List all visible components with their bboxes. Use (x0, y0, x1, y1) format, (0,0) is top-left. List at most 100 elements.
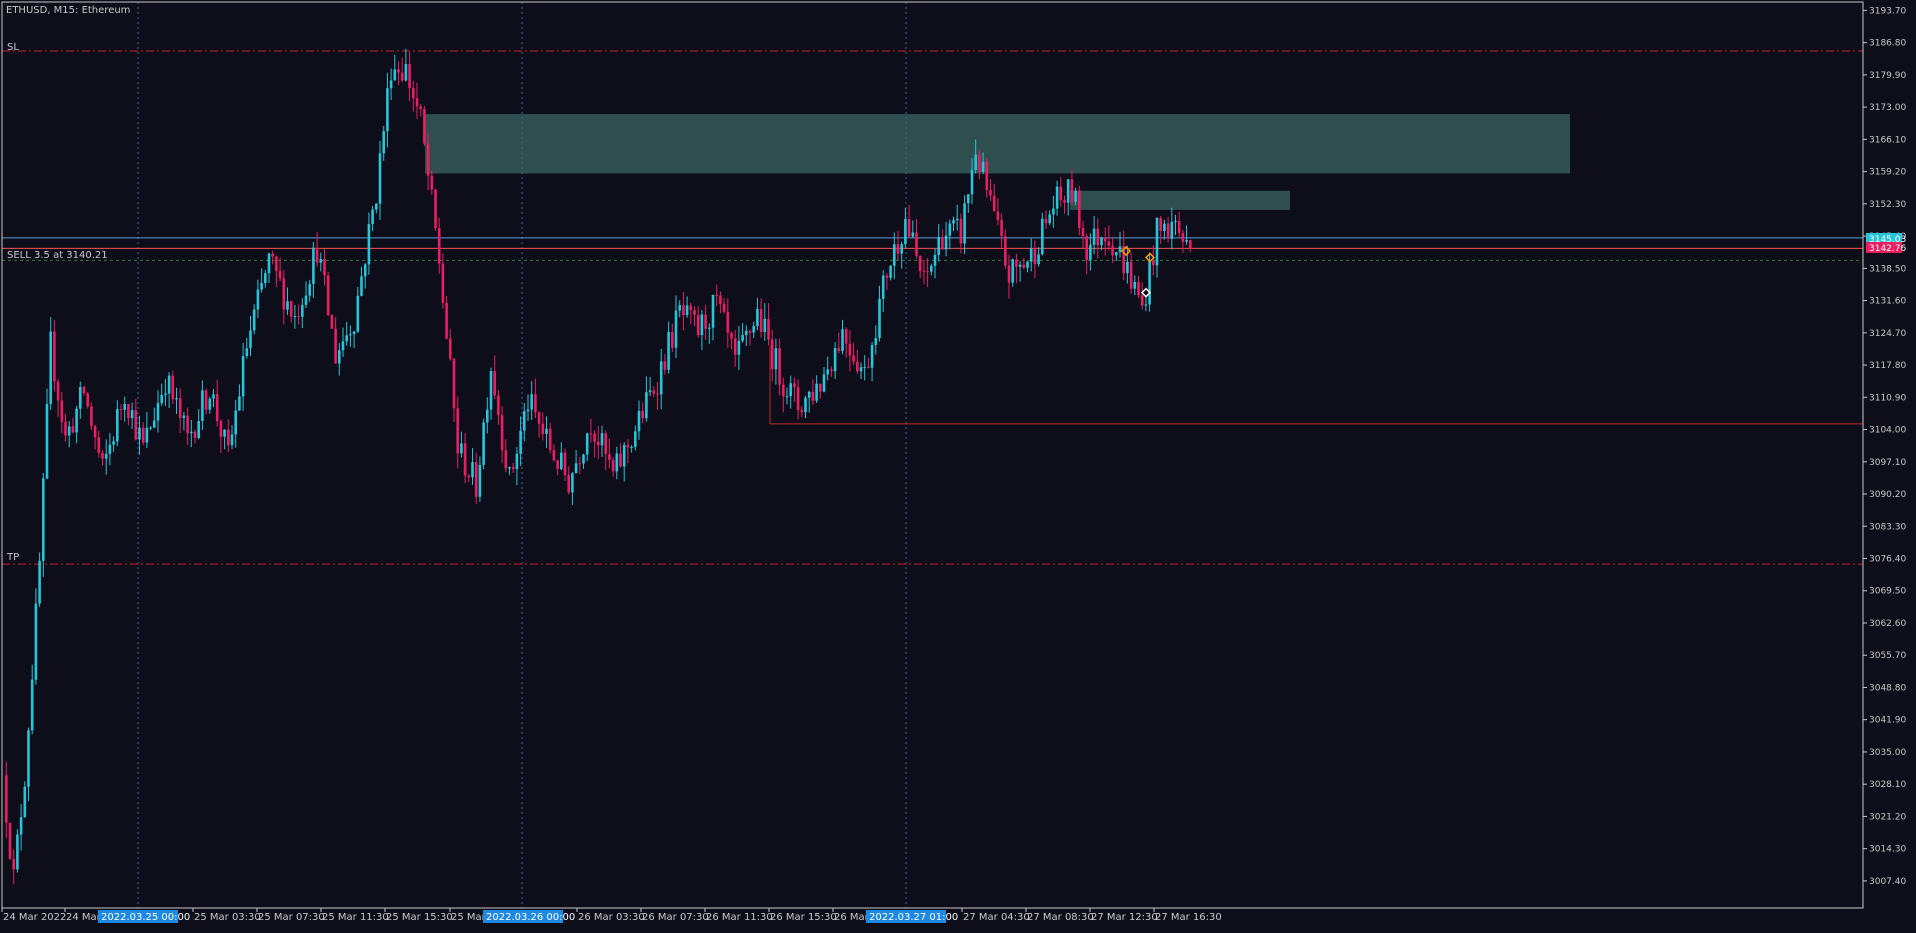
candle-body (1122, 246, 1125, 274)
candle-body (1044, 218, 1048, 224)
candle-body (437, 228, 441, 264)
price-axis[interactable]: 3193.70 3186.80 3179.90 3173.00 3166.10 3159.… (1863, 6, 1906, 887)
candle (778, 338, 781, 396)
candle-body (841, 329, 844, 351)
candle-body (604, 433, 607, 455)
y-tick-label: 3131.60 (1869, 297, 1906, 307)
candle-body (885, 275, 889, 278)
candle (696, 306, 700, 338)
candle (164, 378, 167, 406)
candle (360, 266, 363, 297)
candle-body (1000, 220, 1003, 236)
candle-body (123, 404, 126, 410)
candle-body (393, 69, 397, 81)
candle (889, 265, 892, 281)
candle (434, 188, 437, 231)
candle (400, 57, 404, 83)
candle (833, 342, 837, 379)
candle (193, 429, 197, 444)
candle (45, 388, 49, 480)
candle (896, 230, 900, 261)
candle (663, 354, 667, 375)
candle (915, 218, 918, 259)
candle-body (711, 294, 715, 328)
support-line[interactable] (769, 345, 1863, 425)
ask-price-badge (1866, 242, 1902, 253)
candle (800, 406, 804, 418)
candle (1007, 254, 1011, 299)
candle-body (741, 335, 744, 341)
candle-body (227, 429, 230, 446)
candle-body (911, 232, 915, 237)
candle-body (134, 410, 138, 440)
candle-body (326, 275, 330, 316)
candle (271, 250, 274, 265)
candle-body (523, 411, 526, 431)
candle-body (955, 218, 959, 221)
candle-body (16, 834, 19, 870)
candle (378, 140, 382, 220)
candle-body (719, 295, 722, 304)
candle-body (363, 264, 367, 277)
candle (981, 152, 985, 175)
candle (893, 232, 896, 280)
candle (382, 125, 385, 161)
candle-body (1004, 235, 1007, 266)
candle-body (238, 396, 241, 411)
candle (1011, 258, 1014, 287)
candle-body (759, 308, 763, 333)
candle (508, 466, 511, 475)
candle (471, 448, 474, 486)
candle-body (53, 331, 56, 382)
candle-body (1170, 221, 1174, 239)
candle-body (430, 175, 434, 190)
candle (371, 205, 374, 232)
candle-body (641, 410, 644, 419)
candle-body (197, 420, 200, 439)
candle-body (918, 255, 922, 272)
candle (160, 383, 163, 406)
candle-body (1089, 244, 1092, 261)
candle-body (1059, 186, 1063, 200)
candle-body (767, 318, 770, 340)
candle (511, 462, 515, 474)
y-tick-label: 3055.70 (1869, 651, 1906, 661)
candle-body (704, 314, 707, 329)
y-tick-label: 3090.20 (1869, 490, 1906, 500)
candle (541, 412, 545, 441)
trade-marker-1[interactable] (1144, 252, 1156, 263)
candle (704, 304, 707, 340)
candle-body (671, 331, 674, 348)
candle (167, 372, 171, 409)
candle (589, 418, 593, 443)
x-tick-label: 25 Mar 15:30 (386, 912, 453, 923)
candle-body (175, 398, 178, 400)
candle-body (404, 63, 408, 81)
candle-body (700, 314, 704, 336)
candle (604, 430, 607, 471)
y-tick-label: 3152.30 (1869, 200, 1906, 210)
candle (238, 384, 241, 411)
candle-body (963, 203, 966, 244)
trade-marker-2[interactable] (1140, 287, 1152, 298)
candle-body (789, 383, 792, 397)
trade-marker-0[interactable] (1120, 245, 1132, 257)
candle-body (289, 301, 293, 317)
candle (5, 761, 8, 839)
candle-body (900, 244, 903, 254)
candle (985, 158, 989, 198)
candle-body (23, 786, 27, 818)
candle (49, 317, 52, 410)
candle (1103, 227, 1107, 256)
candle-body (360, 276, 363, 296)
candle (312, 242, 315, 298)
candle-body (260, 282, 263, 290)
candle-body (874, 338, 878, 346)
candle (918, 255, 922, 279)
y-tick-label: 3035.00 (1869, 748, 1906, 758)
candle (667, 321, 670, 374)
candle (67, 420, 71, 448)
